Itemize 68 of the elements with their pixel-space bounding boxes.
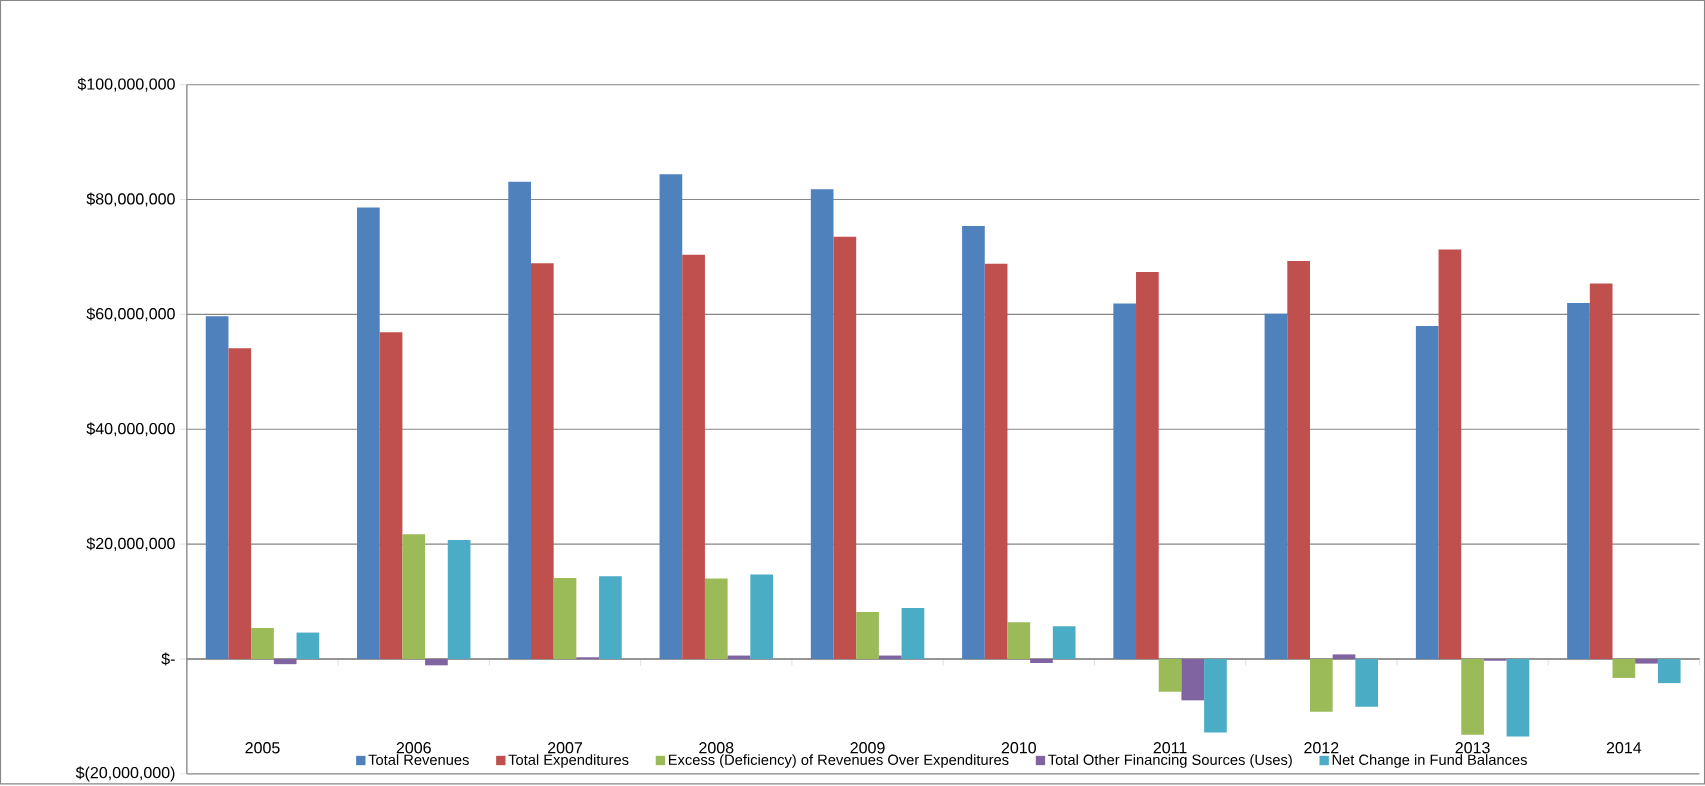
- bar: [1506, 659, 1530, 737]
- bar: [1204, 659, 1227, 733]
- bar: [1113, 303, 1137, 660]
- bar: [704, 578, 728, 660]
- bar: [530, 263, 554, 660]
- bar: [984, 263, 1008, 660]
- bar: [1052, 626, 1076, 660]
- y-tick-label: $-: [161, 652, 175, 666]
- x-tick-label: 2012: [1304, 742, 1339, 754]
- legend-label: Net Change in Fund Balances: [1332, 754, 1527, 768]
- bar: [508, 181, 531, 660]
- x-tick-label: 2010: [1001, 742, 1037, 754]
- bar: [1415, 325, 1439, 660]
- bar: [1136, 271, 1159, 660]
- bar: [962, 226, 985, 660]
- x-tick-label: 2009: [850, 742, 885, 754]
- bar: [1438, 249, 1462, 660]
- bar: [1181, 659, 1205, 701]
- bar: [682, 254, 705, 660]
- y-tick-label: $100,000,000: [77, 77, 175, 92]
- bar: [1007, 622, 1031, 660]
- bar: [901, 607, 925, 660]
- x-tick-label: 2014: [1606, 742, 1642, 754]
- y-tick-label: $20,000,000: [86, 537, 175, 552]
- bar: [205, 316, 229, 660]
- bar: [1158, 659, 1182, 692]
- bar: [1355, 659, 1379, 707]
- bar: [659, 174, 683, 660]
- bar: [228, 348, 252, 660]
- bar: [1657, 659, 1681, 684]
- x-tick-label: 2013: [1455, 742, 1490, 754]
- y-tick-label: $40,000,000: [86, 422, 175, 437]
- bar: [1309, 659, 1333, 712]
- x-tick-label: 2005: [245, 742, 280, 754]
- bar: [296, 632, 320, 660]
- legend-label: Total Revenues: [368, 754, 469, 766]
- bar: [833, 236, 857, 660]
- bar: [1589, 283, 1613, 660]
- y-tick-label: $80,000,000: [86, 192, 175, 207]
- bar: [447, 540, 471, 660]
- bar: [1332, 654, 1356, 660]
- x-tick-label: 2007: [547, 742, 583, 754]
- bar: [810, 189, 834, 660]
- bar: [357, 207, 380, 660]
- y-tick-label: $(20,000,000): [75, 766, 175, 782]
- bar: [1612, 659, 1636, 678]
- bar: [1287, 261, 1310, 660]
- bar: [750, 574, 773, 660]
- bar: [251, 628, 274, 660]
- y-tick-label: $60,000,000: [86, 307, 175, 322]
- bar: [1567, 302, 1590, 660]
- bar: [599, 576, 622, 660]
- bar: [1264, 313, 1288, 660]
- bar: [273, 659, 297, 665]
- legend-label: Total Other Financing Sources (Uses): [1048, 754, 1292, 768]
- x-tick-label: 2008: [699, 742, 734, 754]
- bar: [425, 659, 448, 666]
- x-tick-label: 2006: [396, 742, 431, 754]
- bar: [379, 332, 403, 660]
- legend-label: Total Expenditures: [508, 754, 629, 768]
- x-tick-label: 2011: [1153, 742, 1187, 754]
- bar: [1030, 659, 1053, 664]
- bar: [1461, 659, 1484, 735]
- legend-label: Excess (Deficiency) of Revenues Over Expenditures: [668, 754, 1009, 768]
- bar: [1635, 659, 1658, 664]
- bar: [553, 578, 577, 660]
- bar: [402, 534, 426, 660]
- bar: [856, 611, 879, 660]
